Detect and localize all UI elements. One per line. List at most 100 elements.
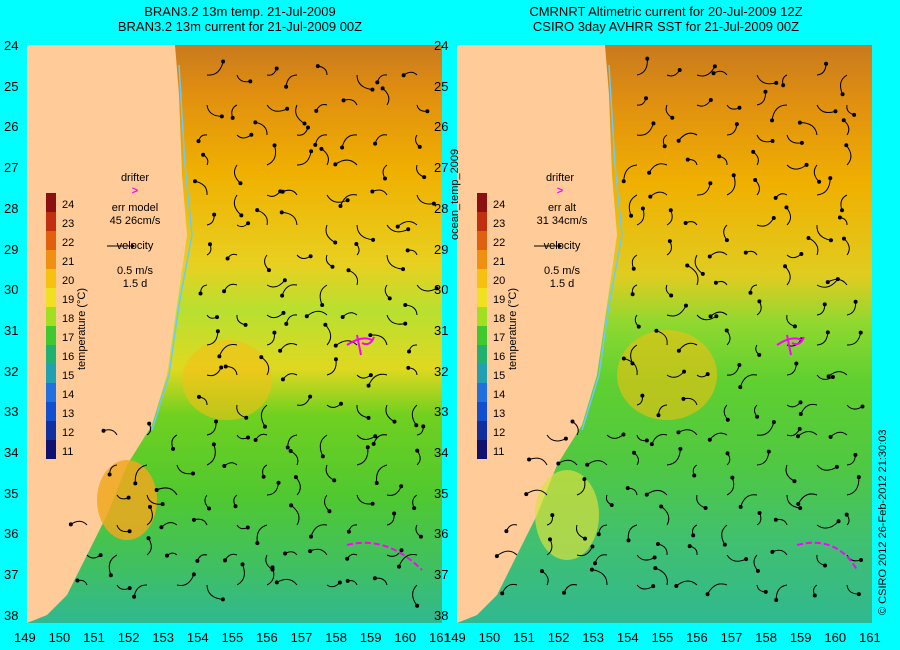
lat-tick-label: 30	[434, 282, 449, 298]
current-vector-head	[774, 597, 779, 602]
current-vector	[816, 104, 836, 114]
current-vector-head	[654, 328, 659, 333]
current-vector-head	[395, 224, 400, 229]
current-vector-head	[645, 56, 650, 61]
lon-tick-label: 159	[359, 630, 382, 645]
current-vector-head	[763, 89, 768, 94]
current-vector	[656, 330, 668, 346]
right-err-legend: err alt 31 34cm/s	[522, 202, 602, 228]
current-vector-head	[836, 519, 841, 524]
colorbar-tick-label: 24	[493, 199, 506, 211]
left-velocity-arrow-icon	[95, 243, 175, 265]
current-vector-head	[830, 374, 835, 379]
current-vector	[411, 404, 418, 426]
lon-tick-label: 155	[221, 630, 244, 645]
colorbar-swatch	[477, 345, 487, 364]
colorbar-swatch	[477, 326, 487, 345]
center-label: ocean_temp_2009	[449, 148, 461, 240]
current-vector-head	[415, 603, 420, 608]
current-vector-head	[784, 205, 789, 210]
current-vector-head	[370, 87, 375, 92]
colorbar-label: temperature (°C)	[507, 287, 519, 370]
current-vector-head	[401, 73, 406, 78]
right-drifter-arrow-icon: >	[556, 185, 564, 197]
colorbar-tick-label: 16	[493, 351, 506, 363]
current-vector	[356, 224, 374, 241]
lat-tick-label: 33	[434, 404, 449, 420]
lat-tick-label: 26	[434, 119, 449, 135]
current-vector	[546, 434, 567, 442]
current-vector-head	[340, 314, 345, 319]
current-vector-head	[748, 290, 753, 295]
current-vector-head	[856, 592, 861, 597]
current-vector	[845, 144, 852, 166]
current-vector-head	[302, 121, 307, 126]
current-vector	[206, 331, 219, 346]
current-vector-head	[582, 536, 587, 541]
current-vector	[623, 358, 638, 376]
current-vector-head	[132, 594, 137, 599]
lat-tick-label: 26	[4, 119, 19, 135]
current-vector	[726, 175, 736, 196]
current-vector-head	[330, 264, 335, 269]
current-vector	[786, 164, 807, 170]
current-vector-head	[280, 189, 285, 194]
current-vector-head	[796, 434, 801, 439]
current-vector-head	[799, 140, 804, 145]
current-vector-head	[858, 330, 863, 335]
current-vector-head	[366, 415, 371, 420]
current-vector-head	[853, 452, 858, 457]
left-err-values: 45 26cm/s	[109, 215, 161, 227]
current-vector-head	[840, 92, 845, 97]
current-vector-head	[692, 473, 697, 478]
current-vector-head	[246, 435, 251, 440]
lat-tick-label: 35	[4, 485, 19, 501]
current-vector-head	[621, 432, 626, 437]
current-vector-head	[621, 356, 626, 361]
right-drifter-track-south	[796, 541, 858, 571]
current-vector	[655, 567, 668, 586]
current-vector-head	[375, 80, 380, 85]
lon-tick-label: 154	[186, 630, 209, 645]
current-vector-head	[222, 464, 227, 469]
current-vector-head	[630, 292, 635, 297]
current-vector	[295, 476, 301, 496]
current-vector	[576, 479, 586, 496]
current-vector	[797, 430, 818, 437]
current-vector	[630, 344, 638, 364]
current-vector-head	[653, 566, 658, 571]
lat-tick-label: 34	[4, 445, 19, 460]
colorbar-tick-label: 14	[62, 389, 75, 401]
current-vector	[775, 584, 788, 600]
current-vector-head	[248, 79, 253, 84]
current-vector	[398, 554, 418, 567]
colorbar-tick-label: 20	[493, 275, 506, 287]
current-vector-head	[340, 145, 345, 150]
current-vector-head	[171, 446, 176, 451]
lat-tick-label: 38	[4, 607, 19, 623]
current-vector-head	[824, 61, 829, 66]
current-vector-head	[582, 477, 587, 482]
current-vector-head	[126, 495, 131, 500]
current-vector	[678, 132, 698, 142]
current-vector-head	[705, 372, 710, 377]
current-vector-head	[246, 221, 251, 226]
colorbar-swatch	[477, 364, 487, 383]
current-vector-head	[556, 461, 561, 466]
left-velocity-legend: velocity 0.5 m/s 1.5 d	[95, 240, 175, 291]
current-vector-head	[629, 213, 634, 218]
current-vector-head	[75, 578, 80, 583]
current-vector	[797, 493, 818, 505]
current-vector-head	[406, 227, 411, 232]
current-vector	[341, 134, 358, 148]
current-vector	[340, 194, 358, 207]
current-vector-head	[773, 195, 778, 200]
current-vector-head	[211, 442, 216, 447]
current-vector-head	[828, 434, 833, 439]
current-vector	[319, 284, 328, 306]
current-vector-head	[773, 517, 778, 522]
current-vector-head	[659, 504, 664, 509]
lat-tick-label: 28	[434, 200, 449, 216]
current-vector-head	[255, 208, 260, 213]
current-vector-head	[770, 139, 775, 144]
